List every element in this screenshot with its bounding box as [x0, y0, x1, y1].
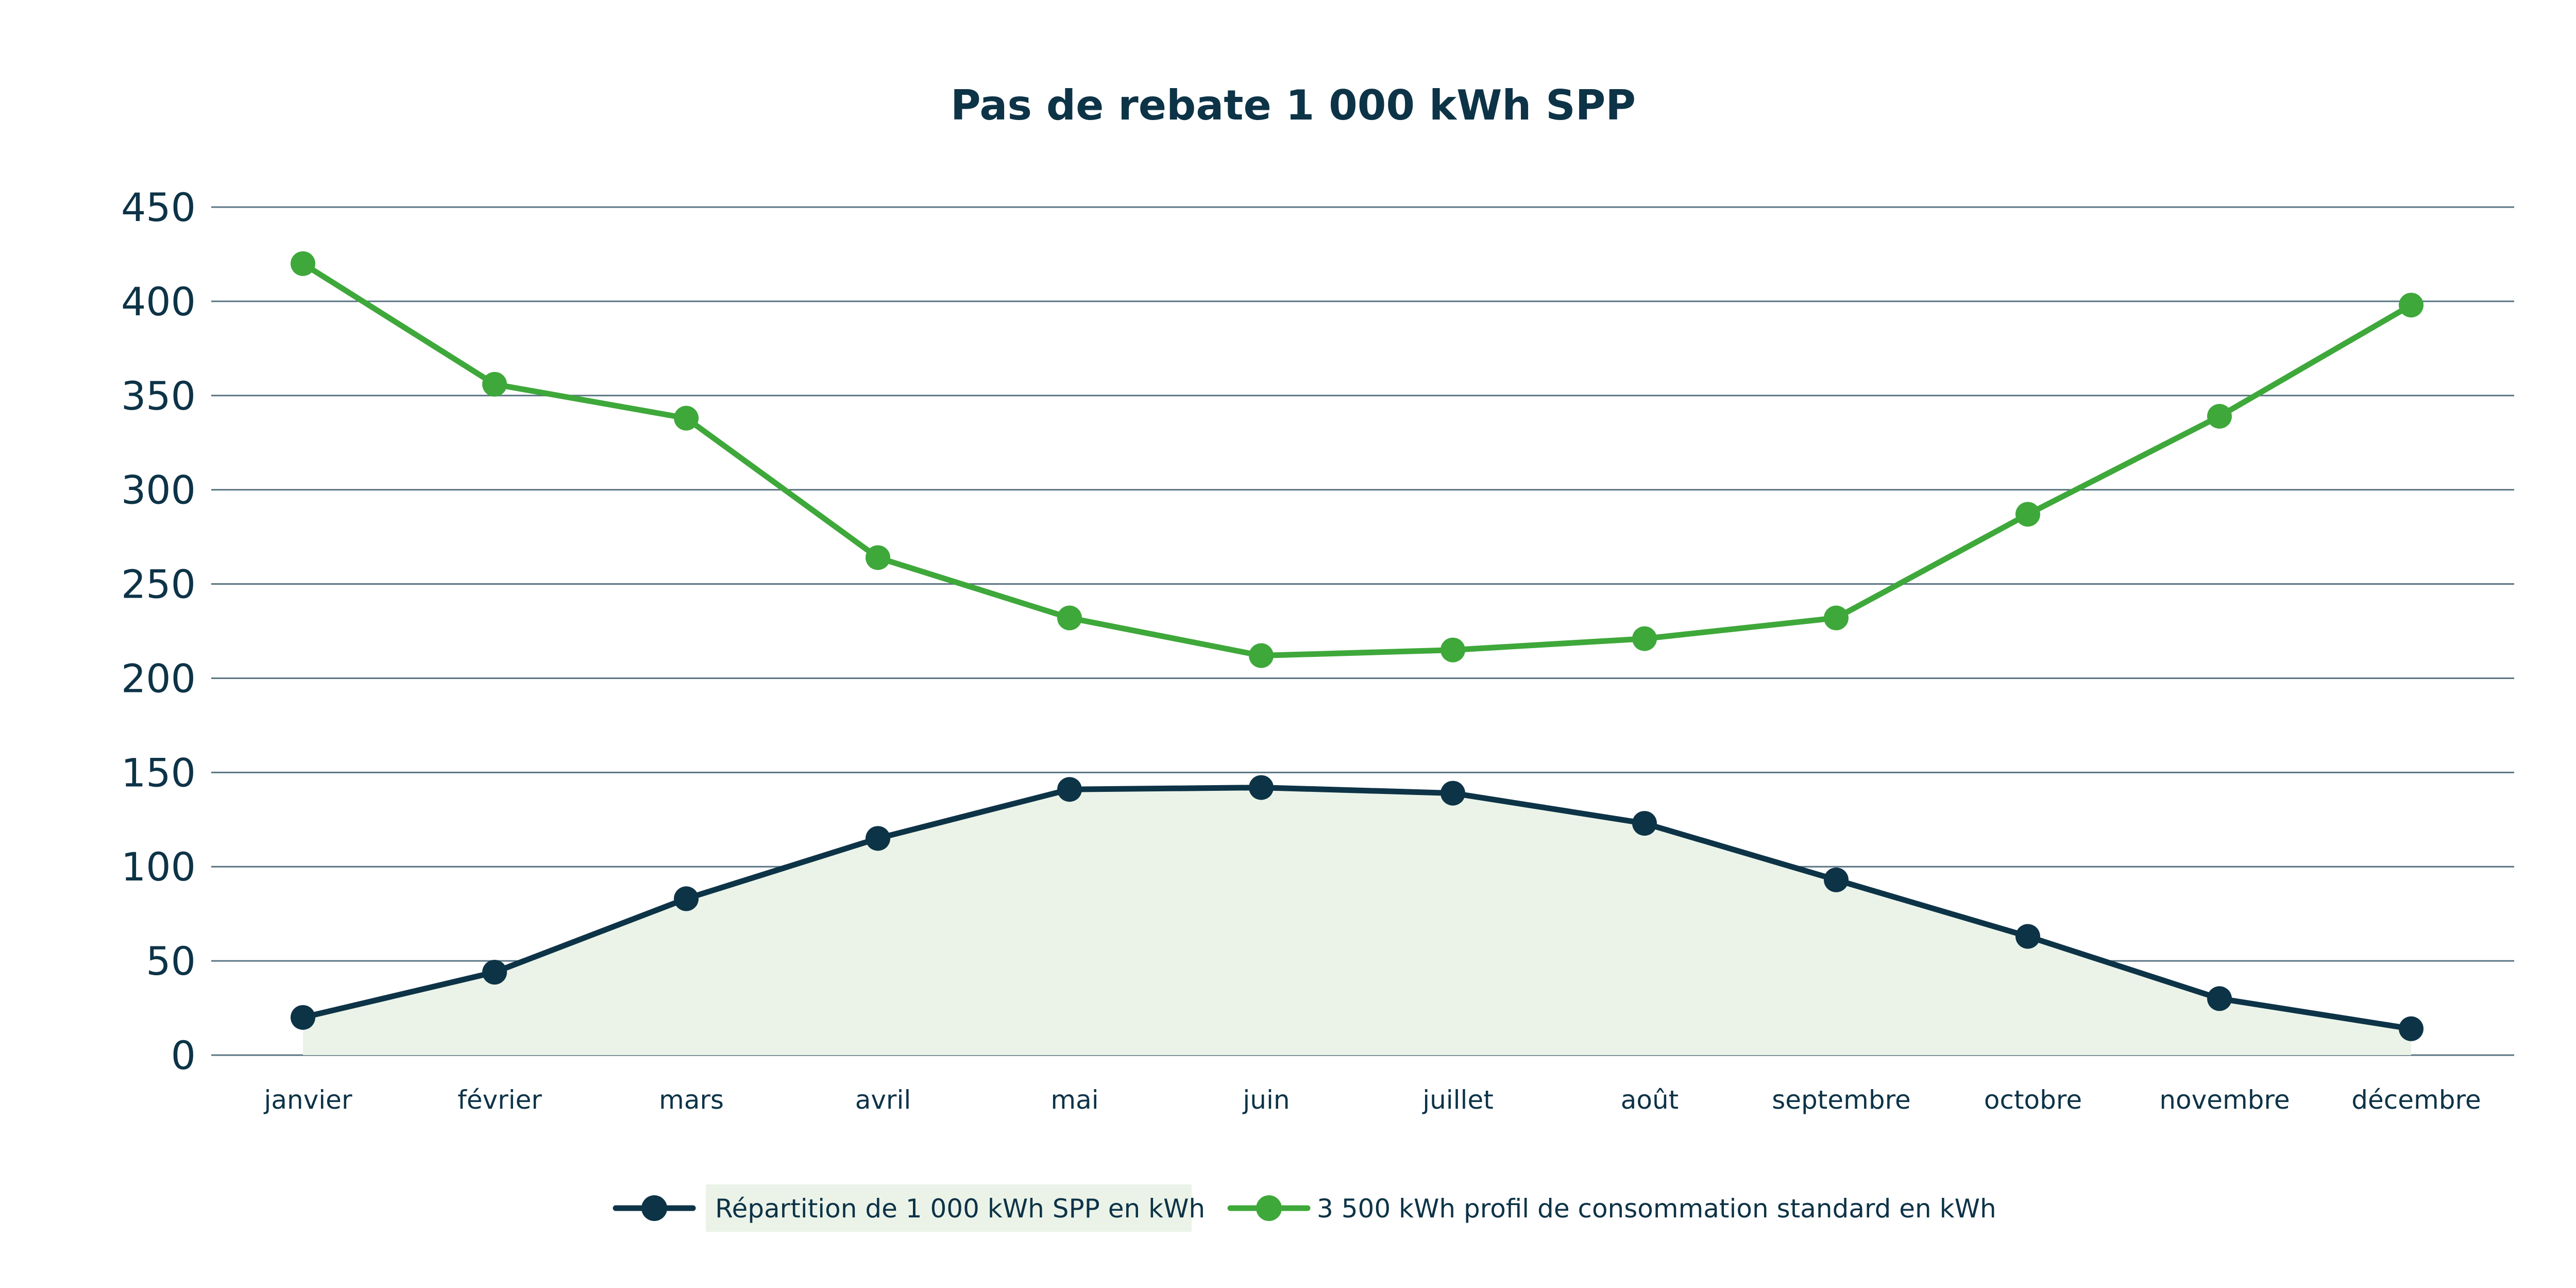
- data-point-0-11: [2399, 1016, 2424, 1041]
- y-tick-label: 0: [171, 1032, 196, 1078]
- legend-item-0: Répartition de 1 000 kWh SPP en kWh: [613, 1184, 1205, 1232]
- y-tick-label: 150: [121, 750, 196, 795]
- data-point-0-3: [866, 826, 890, 851]
- data-point-0-1: [482, 960, 507, 985]
- y-tick-label: 400: [121, 279, 196, 325]
- data-point-1-1: [482, 371, 507, 397]
- data-point-1-7: [1632, 626, 1657, 651]
- data-point-0-0: [291, 1005, 315, 1030]
- data-point-1-0: [291, 251, 315, 276]
- y-tick-label: 300: [121, 467, 196, 513]
- legend: Répartition de 1 000 kWh SPP en kWh 3 500…: [613, 1184, 1996, 1232]
- x-axis: janvier février mars avril mai juin juillet aoû…: [263, 1085, 2481, 1115]
- data-point-1-6: [1440, 637, 1465, 663]
- data-point-0-4: [1057, 777, 1082, 802]
- x-tick-label: avril: [855, 1085, 911, 1115]
- data-point-1-3: [866, 545, 890, 570]
- chart-title: Pas de rebate 1 000 kWh SPP: [951, 81, 1636, 129]
- y-tick-label: 200: [121, 655, 196, 701]
- data-point-0-6: [1440, 781, 1465, 806]
- data-point-1-10: [2207, 404, 2232, 429]
- x-tick-label: novembre: [2159, 1085, 2290, 1115]
- data-point-1-9: [2015, 502, 2040, 527]
- x-tick-label: juin: [1242, 1085, 1290, 1115]
- x-tick-label: mai: [1050, 1085, 1098, 1115]
- x-tick-label: août: [1621, 1085, 1679, 1115]
- x-tick-label: février: [457, 1085, 542, 1115]
- y-tick-label: 100: [121, 844, 196, 890]
- legend-swatch-bg: [706, 1184, 1192, 1232]
- y-tick-label: 450: [121, 184, 196, 230]
- series-markers: [291, 251, 2424, 1041]
- legend-label: Répartition de 1 000 kWh SPP en kWh: [715, 1194, 1205, 1224]
- series-area-0: [303, 787, 2411, 1055]
- series-line-1: [300, 261, 2414, 659]
- y-axis: 0 50 100 150 200 250 300 350 400 450: [121, 184, 196, 1078]
- data-point-0-7: [1632, 811, 1657, 836]
- data-point-0-8: [1824, 867, 1849, 892]
- legend-item-1: 3 500 kWh profil de consommation standar…: [1227, 1194, 1996, 1224]
- data-point-0-9: [2015, 924, 2040, 949]
- data-point-1-11: [2399, 293, 2424, 318]
- data-point-0-5: [1249, 775, 1274, 800]
- x-tick-label: octobre: [1984, 1085, 2082, 1115]
- series-lines: [300, 261, 2414, 1032]
- data-point-1-5: [1249, 643, 1274, 668]
- legend-marker: [641, 1195, 667, 1221]
- legend-marker: [1256, 1195, 1282, 1221]
- data-point-0-2: [674, 886, 699, 911]
- legend-label: 3 500 kWh profil de consommation standar…: [1317, 1194, 1996, 1224]
- data-point-1-4: [1057, 605, 1082, 631]
- area-layer: [303, 787, 2411, 1055]
- x-tick-label: janvier: [263, 1085, 352, 1115]
- x-tick-label: juillet: [1422, 1085, 1494, 1115]
- data-point-1-2: [674, 405, 699, 431]
- y-tick-label: 250: [121, 562, 196, 607]
- x-tick-label: décembre: [2351, 1085, 2481, 1115]
- x-tick-label: septembre: [1772, 1085, 1911, 1115]
- series-line-0: [300, 785, 2414, 1032]
- y-tick-label: 350: [121, 373, 196, 419]
- data-point-1-8: [1824, 605, 1849, 631]
- x-tick-label: mars: [659, 1085, 724, 1115]
- y-tick-label: 50: [146, 938, 196, 984]
- data-point-0-10: [2207, 986, 2232, 1011]
